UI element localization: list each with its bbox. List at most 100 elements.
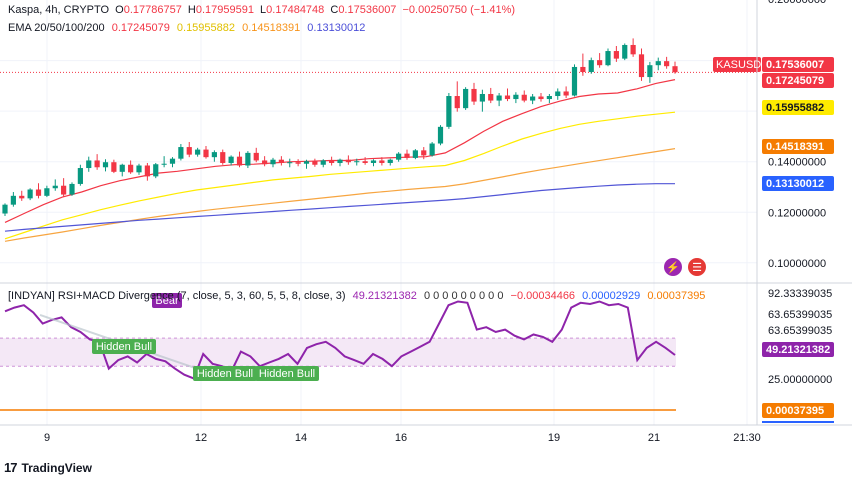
candle-body <box>597 60 603 66</box>
divergence-annotations: Bear Hidden Bull Hidden Bull Hidden Bull <box>92 293 319 381</box>
candle-body <box>77 168 83 184</box>
divergence-label-box <box>255 366 319 381</box>
divergence-label-box <box>92 339 156 354</box>
candle-body <box>102 162 109 168</box>
candle-body <box>35 189 42 196</box>
candle-body <box>379 160 385 163</box>
ema-line-ema-200 <box>4 183 675 232</box>
rsi-tick-label: 63.65399035 <box>768 325 832 337</box>
lightning-icon[interactable]: ⚡ <box>664 258 682 276</box>
candle-body <box>672 66 678 73</box>
candle-body <box>546 96 552 100</box>
candle-body <box>44 188 50 196</box>
candle-body <box>530 96 536 101</box>
candle-body <box>479 93 485 102</box>
ema-legend[interactable]: EMA 20/50/100/200 0.17245079 0.15955882 … <box>8 22 369 34</box>
candle-body <box>404 153 410 158</box>
candle-body <box>605 51 611 66</box>
candle-body <box>320 160 326 165</box>
price-label-box[interactable] <box>762 73 834 88</box>
candle-body <box>262 160 268 165</box>
time-tick-label: 19 <box>548 432 560 444</box>
close-label: C <box>330 4 339 16</box>
ema-50-value: 0.15955882 <box>176 22 236 34</box>
rsi-tick-label: 92.33339035 <box>768 288 832 300</box>
price-label-box[interactable] <box>762 139 834 154</box>
macd-value: −0.00034466 <box>510 290 576 302</box>
candle-body <box>555 91 561 97</box>
price-label-box[interactable] <box>762 176 834 191</box>
kasusd-tag[interactable] <box>713 57 761 72</box>
rsi-tick-label: 63.65399035 <box>768 309 832 321</box>
macd-hist-box[interactable] <box>762 403 834 418</box>
ema-100-value: 0.14518391 <box>242 22 301 34</box>
rsi-value-label: 49.21321382 <box>766 344 830 356</box>
candle-body <box>2 204 8 214</box>
candle-body <box>19 195 25 199</box>
tradingview-branding[interactable]: 17 TradingView <box>4 460 92 475</box>
candle-body <box>613 51 619 59</box>
candle-body <box>563 91 569 96</box>
candle-body <box>396 153 402 160</box>
price-label-text: 0.14518391 <box>766 141 824 153</box>
candle-body <box>10 195 16 205</box>
candle-body <box>119 164 125 172</box>
candle-body <box>446 96 452 127</box>
candle-body <box>94 160 100 168</box>
candle-body <box>412 150 418 158</box>
rsi-tick-label: 25.00000000 <box>768 374 832 386</box>
candle-body <box>169 158 176 164</box>
price-tick-label: 0.12000000 <box>768 207 826 219</box>
price-label-box[interactable] <box>762 57 834 72</box>
grid <box>0 0 852 425</box>
candle-body <box>144 165 150 177</box>
candle-body <box>580 66 586 73</box>
candle-body <box>161 163 167 165</box>
symbol-title[interactable]: Kaspa, 4h, CRYPTO <box>8 4 110 16</box>
candle-body <box>287 162 293 164</box>
high-value: 0.17959591 <box>195 4 254 16</box>
candle-body <box>354 161 360 163</box>
rsi-value: 49.21321382 <box>352 290 417 302</box>
candle-body <box>622 44 628 59</box>
candle-body <box>638 54 645 78</box>
open-label: O <box>115 4 124 16</box>
time-tick-label: 12 <box>195 432 207 444</box>
indicator-legend[interactable]: [INDYAN] RSI+MACD Divergence (7, close, … <box>8 290 709 302</box>
time-tick-label: 14 <box>295 432 307 444</box>
time-tick-label: 16 <box>395 432 407 444</box>
price-label-text: 0.13130012 <box>766 178 824 190</box>
candle-body <box>295 162 301 164</box>
candle-body <box>312 161 318 165</box>
time-tick-label: 21 <box>648 432 660 444</box>
candle-body <box>228 156 234 163</box>
candle-body <box>128 164 134 173</box>
candle-body <box>52 185 58 189</box>
divergence-label: Hidden Bull <box>197 368 253 380</box>
divergence-label: Hidden Bull <box>259 368 315 380</box>
candle-body <box>387 159 393 163</box>
price-axis[interactable]: 0.100000000.120000000.140000000.16000000… <box>713 0 834 423</box>
ema-200-value: 0.13130012 <box>307 22 366 34</box>
price-label-text: 0.17245079 <box>766 75 824 87</box>
zero-values: 0 0 0 0 0 0 0 0 0 <box>423 290 504 302</box>
candle-body <box>504 95 511 100</box>
candle-body <box>437 126 444 144</box>
price-label-box[interactable] <box>762 100 834 115</box>
signal-value: 0.00002929 <box>582 290 641 302</box>
low-label: L <box>260 4 267 16</box>
price-label-text: 0.15955882 <box>766 102 824 114</box>
candle-body <box>496 95 502 101</box>
candle-body <box>588 60 594 73</box>
high-label: H <box>187 4 196 16</box>
time-axis[interactable]: 9 12 14 16 19 21 21:30 <box>0 0 852 444</box>
price-tick-label: 0.10000000 <box>768 258 826 270</box>
change-value: −0.00250750 (−1.41%) <box>402 4 516 16</box>
candle-body <box>345 159 351 163</box>
us-flag-icon[interactable]: ☰ <box>688 258 706 276</box>
candle-body <box>337 159 343 163</box>
rsi-value-box[interactable] <box>762 342 834 357</box>
candle-body <box>278 159 284 163</box>
candle-body <box>630 44 636 55</box>
